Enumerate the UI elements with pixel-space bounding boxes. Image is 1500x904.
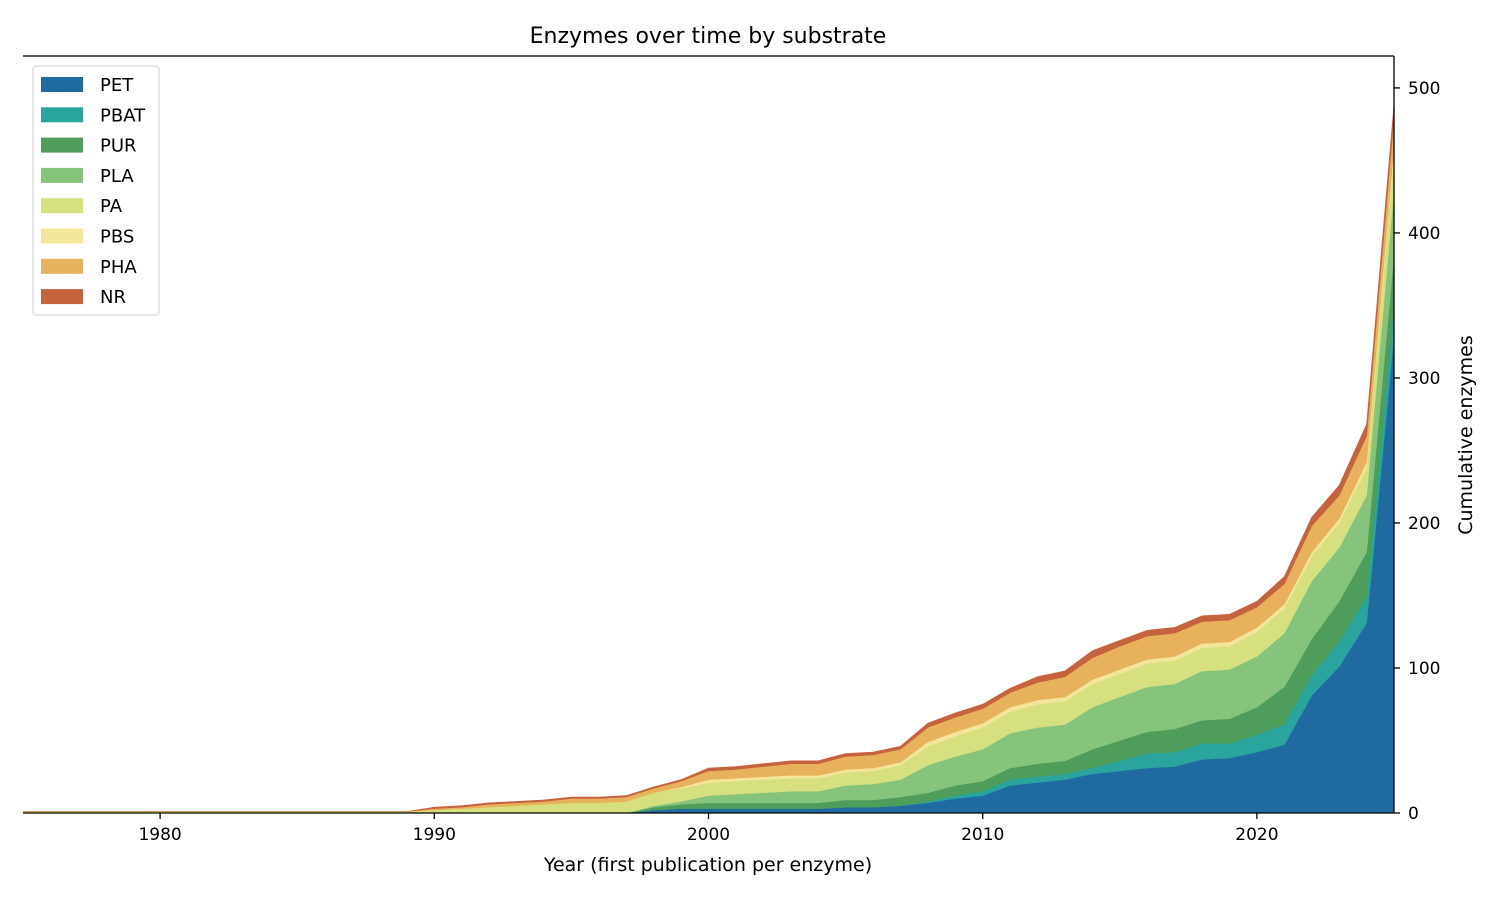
x-tick-label: 2000 (687, 825, 730, 845)
legend: PET PBAT PUR PLA PA PBS PHA NR (32, 65, 160, 316)
x-tick-label: 1990 (413, 825, 456, 845)
y-axis-label: Cumulative enzymes (1455, 335, 1477, 535)
legend-swatch-pet (41, 77, 83, 92)
legend-swatch-nr (41, 289, 83, 305)
x-tick-label: 2020 (1235, 825, 1278, 845)
x-axis-label: Year (first publication per enzyme) (543, 854, 872, 876)
x-tick-label: 2010 (961, 825, 1004, 845)
legend-swatch-pbs (41, 228, 83, 244)
y-tick-label: 200 (1408, 514, 1440, 534)
legend-label-pbs: PBS (100, 227, 134, 248)
y-tick-label: 100 (1408, 659, 1440, 679)
legend-swatch-pbat (41, 107, 83, 123)
legend-label-pla: PLA (100, 166, 134, 187)
legend-label-nr: NR (100, 287, 126, 308)
area-pur (23, 254, 1395, 814)
legend-label-pa: PA (100, 196, 123, 217)
legend-label-pha: PHA (100, 257, 137, 278)
legend-frame (32, 65, 160, 316)
legend-swatch-pla (41, 167, 83, 183)
legend-swatch-pha (41, 258, 83, 274)
legend-swatch-pur (41, 137, 83, 153)
axes-group: 1980 1990 2000 2010 2020 0 100 200 300 400 500 (23, 55, 1440, 845)
chart-title: Enzymes over time by substrate (530, 24, 887, 49)
x-tick-label: 1980 (138, 825, 181, 845)
y-tick-label: 500 (1408, 79, 1440, 99)
legend-label-pet: PET (100, 75, 134, 96)
y-tick-label: 400 (1408, 224, 1440, 244)
y-tick-label: 300 (1408, 369, 1440, 389)
legend-swatch-pa (41, 198, 83, 214)
areas-group (22, 103, 1395, 814)
legend-label-pbat: PBAT (100, 105, 146, 126)
area-pla (23, 189, 1395, 814)
y-tick-label: 0 (1408, 804, 1419, 824)
legend-label-pur: PUR (100, 136, 137, 157)
